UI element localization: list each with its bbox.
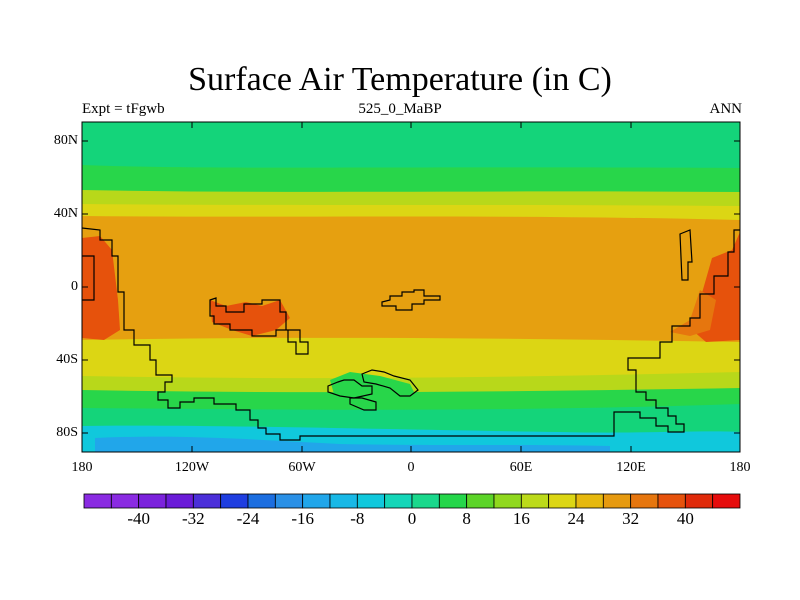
warm-inland-strip xyxy=(120,268,600,286)
warm-east-inner xyxy=(670,290,716,336)
south-island-a xyxy=(327,379,373,399)
lat-label-0: 0 xyxy=(71,279,78,294)
colorbar-label: -8 xyxy=(350,509,365,528)
colorbar-swatch-19 xyxy=(602,493,632,509)
colorbar-swatch-15 xyxy=(493,493,522,509)
colorbar-swatch-1 xyxy=(110,493,140,509)
colorbar-swatch-20 xyxy=(630,493,659,509)
colorbar-swatch-12 xyxy=(411,493,440,509)
west-inner-outline xyxy=(82,255,95,301)
colorbar-swatch-9 xyxy=(329,493,358,509)
colorbar-swatch-21 xyxy=(657,493,686,509)
lat-label-40s: 40S xyxy=(56,352,78,367)
band-north-green xyxy=(82,165,740,197)
coastlines xyxy=(81,227,740,441)
colorbar-swatch-4 xyxy=(192,493,222,509)
season-label: ANN xyxy=(709,101,743,117)
lat-label-40n: 40N xyxy=(53,206,78,221)
temperature-field xyxy=(82,122,740,452)
period-label: 525_0_MaBP xyxy=(358,101,442,117)
lon-label-60w: 60W xyxy=(288,460,316,475)
south-island-b xyxy=(349,397,377,411)
colorbar-label: 40 xyxy=(676,509,694,528)
colorbar-label: 32 xyxy=(622,509,640,528)
lon-label-60e: 60E xyxy=(509,460,533,475)
band-south-blue xyxy=(95,436,610,452)
colorbar-swatch-13 xyxy=(438,493,468,509)
colorbar-label: 16 xyxy=(512,509,530,528)
experiment-label: Expt = tFgwb xyxy=(82,101,165,117)
colorbar-label: 0 xyxy=(407,509,417,528)
warm-west-edge xyxy=(82,236,120,340)
colorbar-swatch-0 xyxy=(83,493,112,509)
south-island-c xyxy=(361,369,419,397)
colorbar-label: 24 xyxy=(567,509,585,528)
band-north-yellowgreen xyxy=(82,190,740,209)
western-continent-coast xyxy=(81,227,740,441)
colorbar-swatch-16 xyxy=(520,493,550,509)
lon-label-0: 0 xyxy=(407,460,415,475)
plot-title: Surface Air Temperature (in C) xyxy=(188,61,612,98)
lat-label-80s: 80S xyxy=(56,425,78,440)
colorbar-swatch-17 xyxy=(548,493,577,509)
colorbar xyxy=(83,493,741,509)
colorbar-swatch-5 xyxy=(220,493,249,509)
band-south-yellow xyxy=(82,337,740,385)
colorbar-swatch-11 xyxy=(384,493,413,509)
lon-label-120e: 120E xyxy=(616,460,646,475)
lon-label-180w: 180 xyxy=(71,460,93,475)
lon-label-120w: 120W xyxy=(174,460,210,475)
colorbar-label: 8 xyxy=(462,509,471,528)
south-america-outline xyxy=(209,297,309,355)
axis-ticks xyxy=(82,122,740,452)
east-peninsula xyxy=(679,229,693,281)
colorbar-swatch-3 xyxy=(165,493,194,509)
colorbar-label: -32 xyxy=(181,509,205,528)
colorbar-swatch-2 xyxy=(138,493,167,509)
colorbar-label: -16 xyxy=(291,509,314,528)
colorbar-swatch-8 xyxy=(302,493,331,509)
lat-label-80n: 80N xyxy=(53,133,78,148)
colorbar-label: -24 xyxy=(236,509,260,528)
colorbar-swatch-7 xyxy=(274,493,304,509)
colorbar-swatch-22 xyxy=(684,493,714,509)
colorbar-swatch-14 xyxy=(466,493,495,509)
colorbar-label: -40 xyxy=(127,509,150,528)
colorbar-swatch-10 xyxy=(356,493,386,509)
lon-label-180e: 180 xyxy=(729,460,751,475)
equatorial-island xyxy=(381,289,441,311)
colorbar-swatch-18 xyxy=(575,493,604,509)
colorbar-swatch-23 xyxy=(712,493,741,509)
colorbar-swatch-6 xyxy=(247,493,276,509)
